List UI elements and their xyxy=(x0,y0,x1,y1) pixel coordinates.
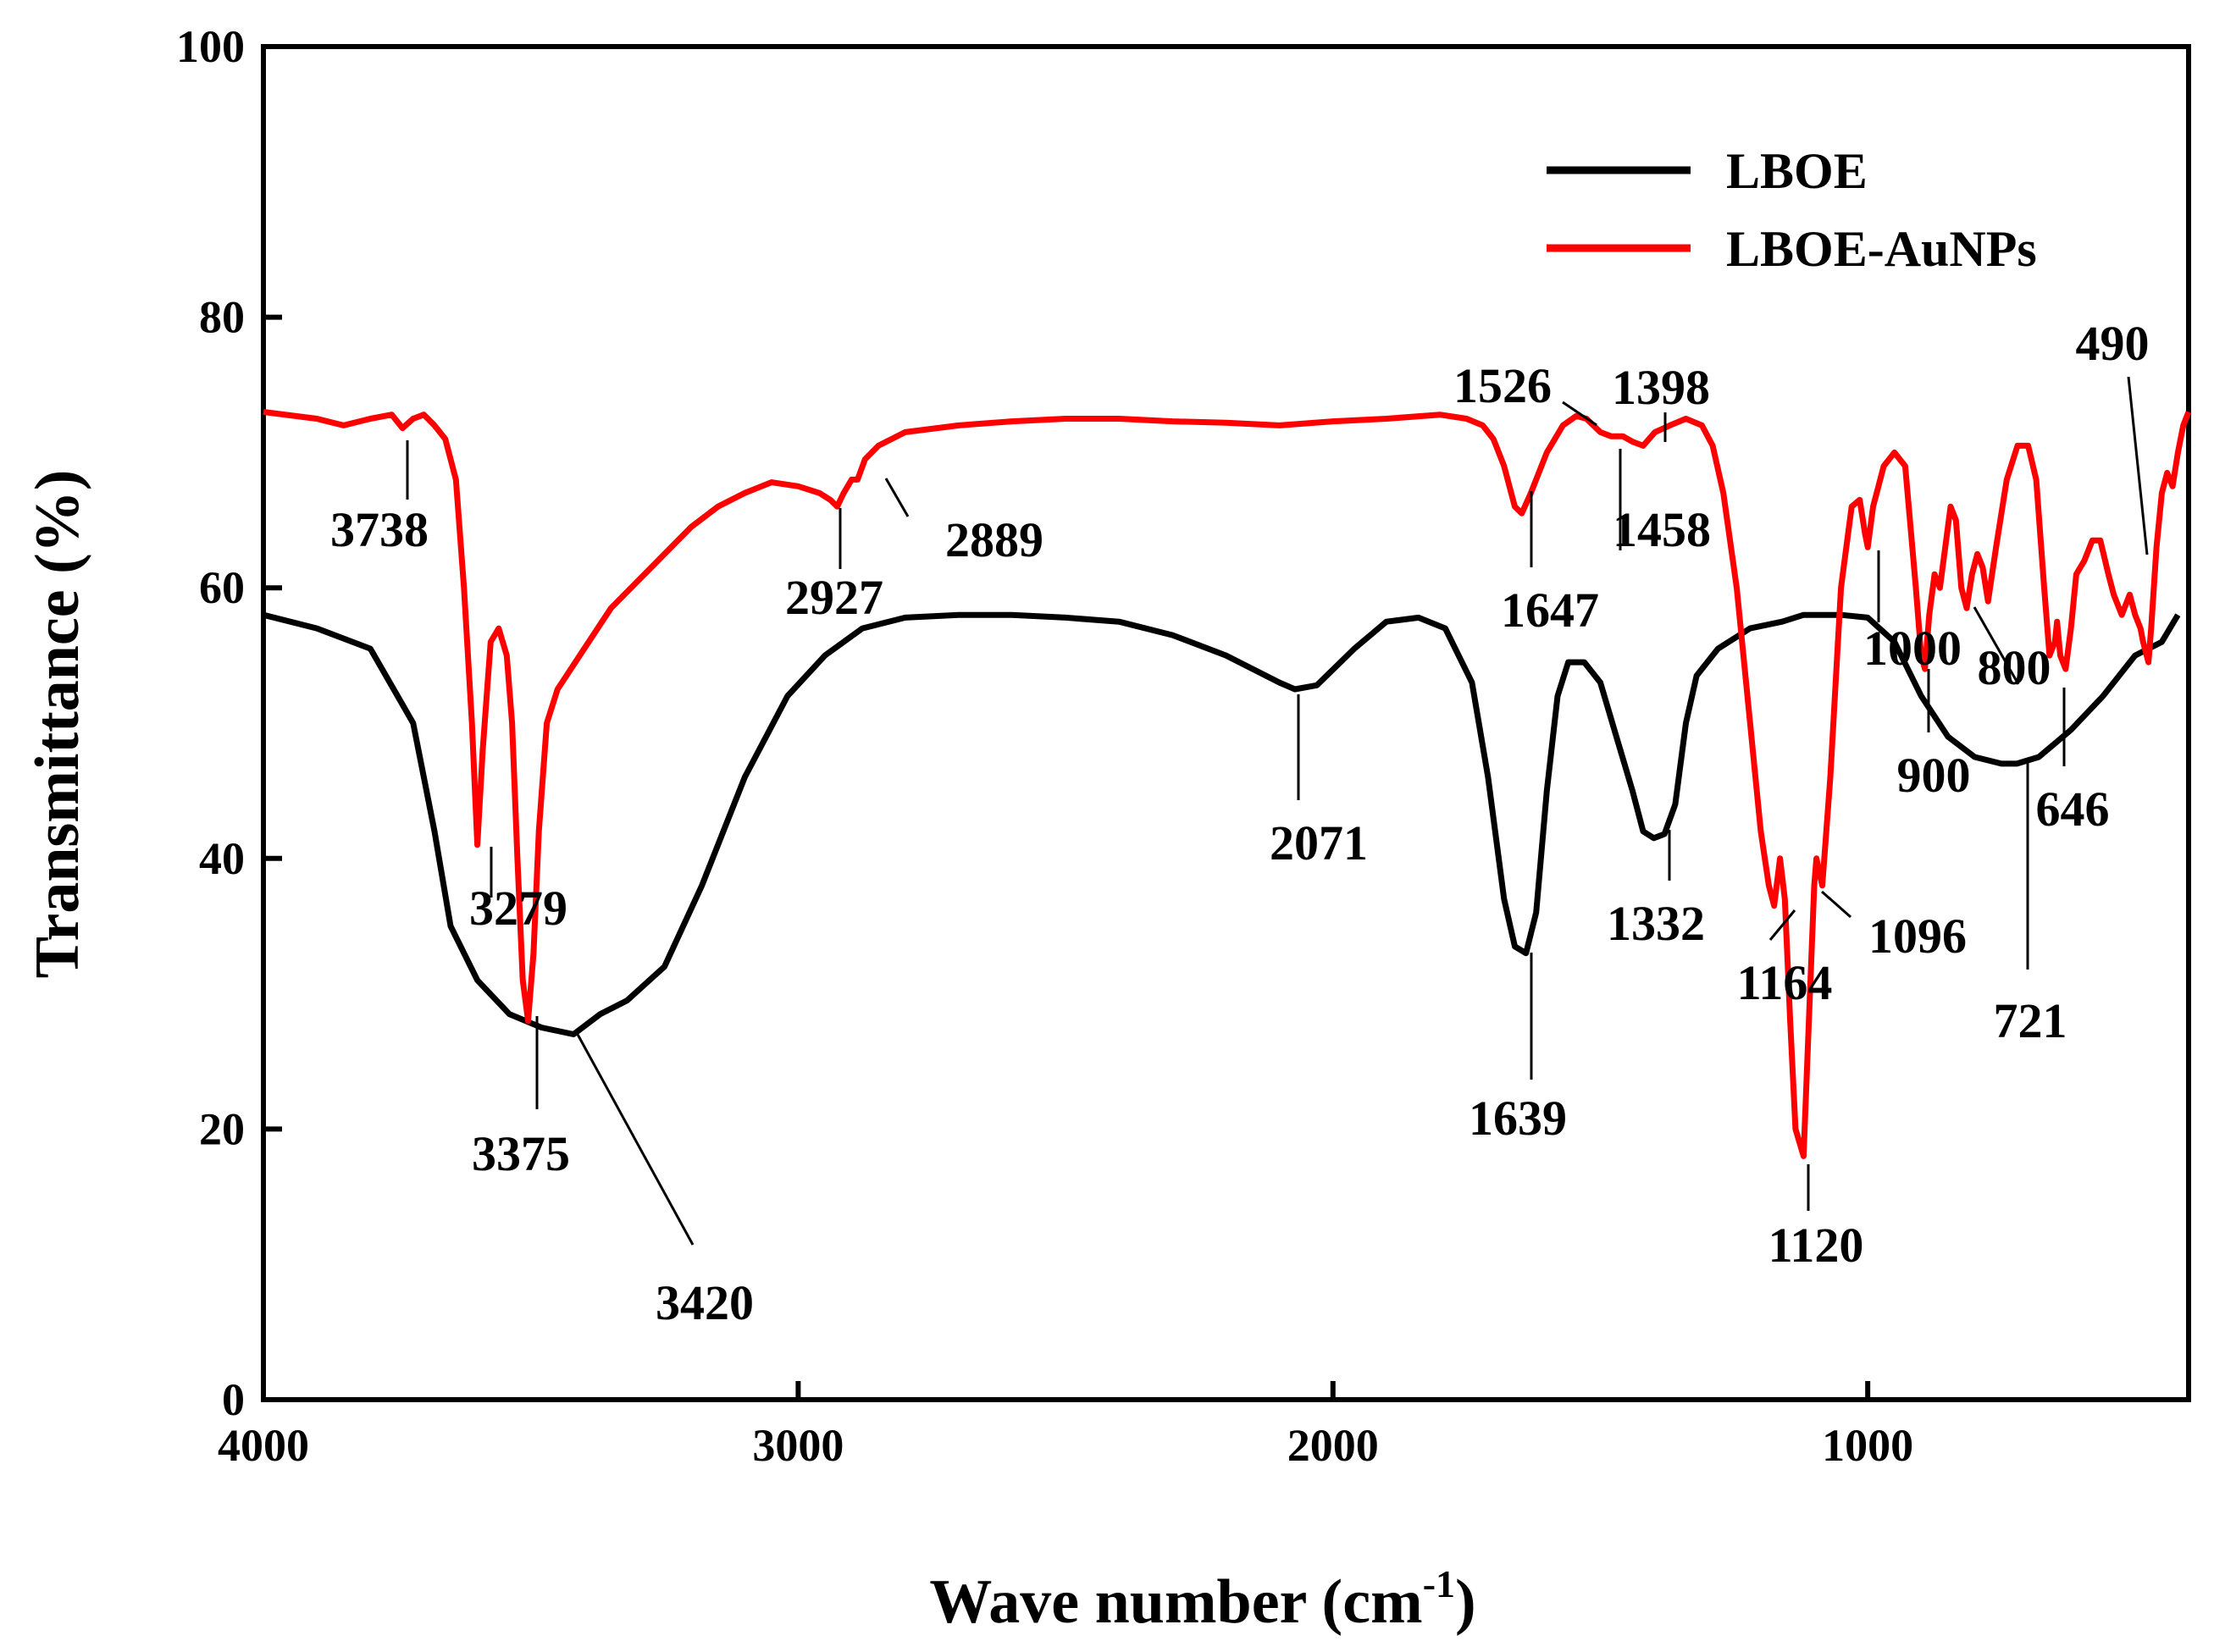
peak-label-721: 721 xyxy=(1994,993,2067,1048)
legend: LBOE LBOE-AuNPs xyxy=(1547,143,2037,277)
peak-label-1398: 1398 xyxy=(1612,360,1710,415)
peak-label-1000: 1000 xyxy=(1863,621,1962,676)
y-tick-label: 20 xyxy=(199,1103,245,1154)
peak-label-3738: 3738 xyxy=(330,502,429,557)
peak-label-1647: 1647 xyxy=(1501,583,1599,638)
peak-label-1096: 1096 xyxy=(1868,909,1967,964)
peak-label-2071: 2071 xyxy=(1270,815,1368,870)
y-tick-label: 80 xyxy=(199,292,245,343)
peak-label-3279: 3279 xyxy=(469,881,567,936)
peak-label-900: 900 xyxy=(1897,748,1971,803)
peak-label-3375: 3375 xyxy=(472,1126,570,1181)
peak-label-646: 646 xyxy=(2036,782,2110,837)
peak-label-490: 490 xyxy=(2076,316,2150,371)
x-tick-label: 1000 xyxy=(1822,1420,1913,1471)
peak-leader-2889 xyxy=(884,478,910,517)
peak-label-2927: 2927 xyxy=(785,570,883,625)
peak-label-1332: 1332 xyxy=(1607,896,1705,951)
peak-label-3420: 3420 xyxy=(656,1275,754,1330)
peak-leader-490 xyxy=(2127,376,2149,555)
legend-label-lboe-aunps: LBOE-AuNPs xyxy=(1726,221,2037,277)
peak-label-2889: 2889 xyxy=(945,512,1043,567)
peak-leader-1526 xyxy=(1562,401,1597,427)
series-line-lboe xyxy=(263,611,2181,1037)
peak-leader-1164 xyxy=(1768,909,1796,941)
y-axis-ticks: 0 20 40 60 80 100 xyxy=(176,21,282,1425)
legend-label-lboe: LBOE xyxy=(1726,143,1868,199)
y-tick-label: 0 xyxy=(222,1374,245,1425)
peak-leader-800 xyxy=(1973,606,2020,685)
x-tick-label: 3000 xyxy=(752,1420,844,1471)
y-tick-label: 40 xyxy=(199,833,245,884)
peak-leader-3420 xyxy=(574,1030,695,1246)
x-tick-label: 2000 xyxy=(1287,1420,1379,1471)
peak-label-1458: 1458 xyxy=(1613,502,1711,557)
y-axis-title: Transmittance (%) xyxy=(23,470,92,979)
peak-label-1120: 1120 xyxy=(1768,1218,1864,1273)
plot-frame xyxy=(261,44,2191,1402)
peak-label-1639: 1639 xyxy=(1469,1091,1567,1146)
y-tick-label: 100 xyxy=(176,21,245,72)
y-tick-label: 60 xyxy=(199,562,245,613)
peak-label-1164: 1164 xyxy=(1737,955,1833,1010)
series-layer xyxy=(263,409,2192,1159)
peak-leader-1096 xyxy=(1821,890,1851,919)
peak-label-800: 800 xyxy=(1978,640,2051,695)
x-tick-label: 4000 xyxy=(218,1420,309,1471)
peak-label-1526: 1526 xyxy=(1453,358,1552,413)
annotation-layer: 3738 3279 3375 3420 2927 2889 2071 1526 1398 1647… xyxy=(330,316,2150,1330)
x-axis-title: Wave number (cm-1) xyxy=(929,1562,1475,1637)
series-line-lboe-aunps xyxy=(263,409,2192,1159)
x-axis-ticks: 4000 3000 2000 1000 xyxy=(218,1381,1913,1471)
